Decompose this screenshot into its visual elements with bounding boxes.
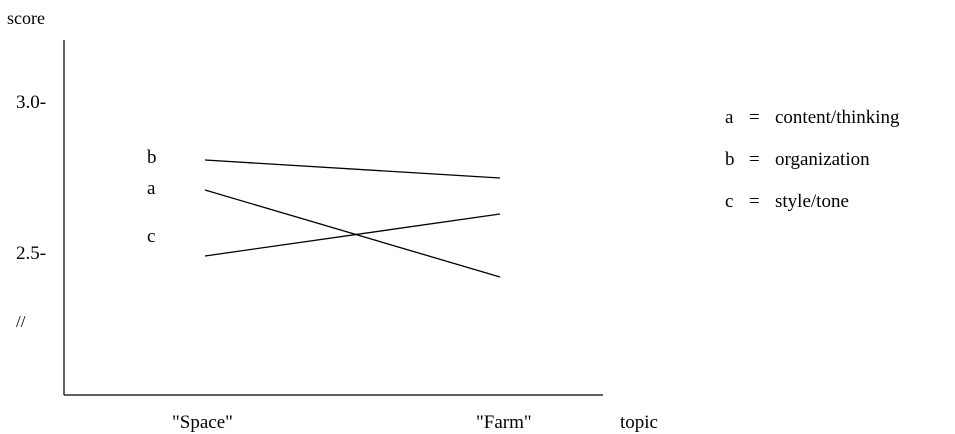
legend-key-a: a [725, 107, 734, 128]
axis-break-mark: // [16, 312, 26, 331]
x-tick-label-space: "Space" [172, 412, 233, 433]
legend-sep-a: = [749, 107, 760, 128]
legend-key-c: c [725, 191, 733, 212]
y-axis-label: score [7, 8, 45, 28]
x-tick-label-farm: "Farm" [476, 412, 532, 433]
legend-sep-b: = [749, 149, 760, 170]
x-axis-label: topic [620, 412, 658, 433]
series-line-b [204, 159, 501, 179]
legend-label-c: style/tone [775, 191, 849, 212]
series-line-c [204, 213, 501, 257]
series-key-a: a [147, 178, 156, 199]
y-tick-label-3-0: 3.0- [16, 92, 46, 113]
legend-key-b: b [725, 149, 735, 170]
legend: a = content/thinking b = organization c … [725, 107, 900, 212]
legend-label-a: content/thinking [775, 107, 900, 128]
series-key-b: b [147, 147, 157, 168]
series-key-c: c [147, 226, 155, 247]
legend-sep-c: = [749, 191, 760, 212]
series-line-a [204, 189, 501, 278]
y-tick-label-2-5: 2.5- [16, 243, 46, 264]
legend-label-b: organization [775, 149, 870, 170]
series-layer [204, 159, 501, 278]
